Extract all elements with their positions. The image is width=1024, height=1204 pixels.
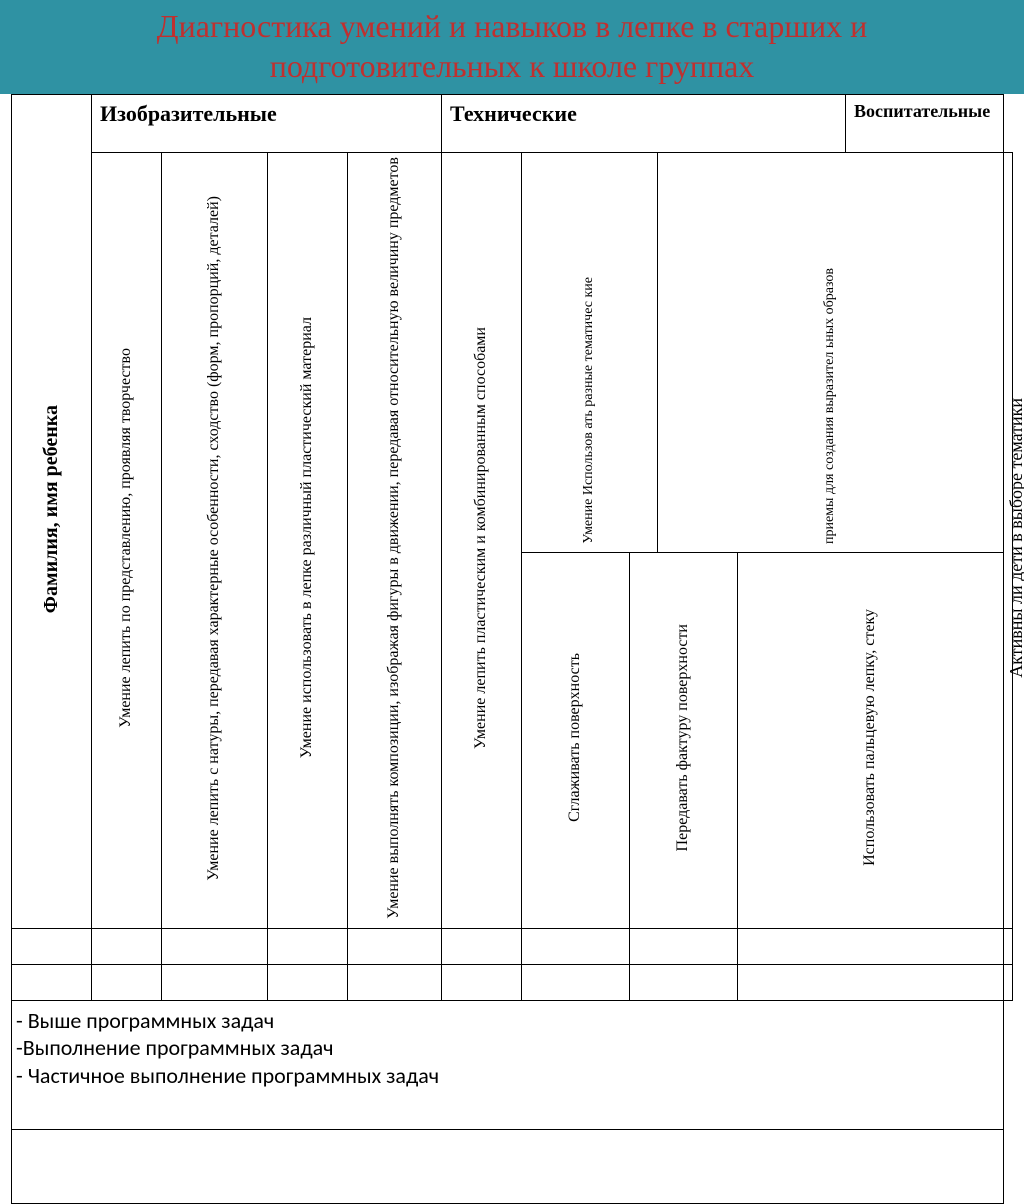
table-row [12, 928, 1013, 964]
table-bottom-spacer [12, 1130, 1013, 1204]
criterion-8: Использовать пальцевую лепку, стеку [738, 552, 1004, 928]
group-header-3: Воспитательные [846, 95, 1004, 153]
page-title: Диагностика умений и навыков в лепке в с… [0, 0, 1024, 94]
subtop-7: приемы для создания выразител ьных образ… [658, 153, 1004, 553]
legend-cell: - Выше программных задач -Выполнение про… [12, 1000, 1004, 1130]
title-line1: Диагностика умений и навыков в лепке в с… [157, 8, 867, 44]
legend-row: - Выше программных задач -Выполнение про… [12, 1000, 1013, 1130]
legend-line-2: -Выполнение программных задач [16, 1034, 999, 1062]
title-line2: подготовительных к школе группах [270, 48, 755, 84]
criterion-6: Сглаживать поверхность [522, 552, 630, 928]
criterion-2: Умение лепить с натуры, передавая характ… [162, 153, 268, 929]
criterion-7: Передавать фактуру поверхности [630, 552, 738, 928]
name-column-header: Фамилия, имя ребенка [12, 95, 92, 929]
criterion-1: Умение лепить по представлению, проявляя… [92, 153, 162, 929]
table-row [12, 964, 1013, 1000]
subtop-row: Умение лепить по представлению, проявляя… [12, 153, 1013, 553]
group-header-2: Технические [442, 95, 846, 153]
criterion-3: Умение использовать в лепке различный пл… [268, 153, 348, 929]
criterion-5: Умение лепить пластическим и комбинирова… [442, 153, 522, 929]
diagnostics-table: Фамилия, имя ребенка Изобразительные Тех… [11, 94, 1013, 1204]
legend-line-1: - Выше программных задач [16, 1007, 999, 1035]
group-header-row: Фамилия, имя ребенка Изобразительные Тех… [12, 95, 1013, 153]
subtop-6: Умение Использов ать разные тематичес ки… [522, 153, 658, 553]
legend-line-3: - Частичное выполнение программных задач [16, 1062, 999, 1090]
name-column-label: Фамилия, имя ребенка [40, 405, 63, 613]
criterion-9: Активны ли дети в выборе тематики [1004, 153, 1013, 929]
criterion-4: Умение выполнять композиции, изображая ф… [348, 153, 442, 929]
group-header-1: Изобразительные [92, 95, 442, 153]
